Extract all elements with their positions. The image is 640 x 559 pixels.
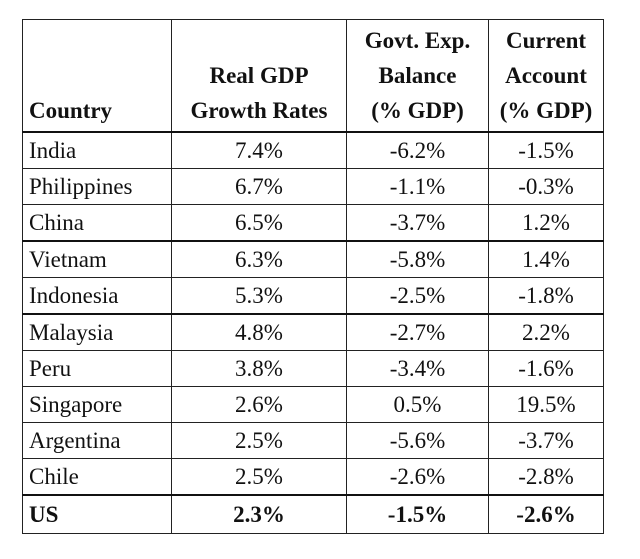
govt-balance-cell: -2.5%	[346, 277, 489, 315]
govt-balance-cell: 0.5%	[346, 386, 489, 423]
govt-balance-cell: -2.7%	[346, 313, 489, 351]
table-row: Argentina 2.5% -5.6% -3.7%	[22, 422, 604, 459]
table-row: Philippines 6.7% -1.1% -0.3%	[22, 168, 604, 205]
govt-balance-cell: -3.7%	[346, 204, 489, 242]
header-real-gdp: Real GDP Growth Rates	[171, 19, 347, 133]
header-real-gdp-line-1	[173, 23, 346, 58]
country-cell: US	[22, 494, 172, 534]
govt-balance-cell: -1.1%	[346, 168, 489, 205]
govt-balance-cell: -3.4%	[346, 350, 489, 387]
header-govt-exp-line-2: Balance	[378, 63, 457, 88]
header-govt-exp-line-3: (% GDP)	[371, 98, 464, 123]
govt-balance-cell: -2.6%	[346, 458, 489, 496]
gdp-growth-cell: 7.4%	[171, 131, 347, 169]
country-cell: China	[22, 204, 172, 242]
current-account-cell: 1.4%	[488, 240, 604, 278]
header-govt-exp-line-1: Govt. Exp.	[364, 28, 471, 53]
header-real-gdp-line-3: Growth Rates	[190, 98, 328, 123]
current-account-cell: 1.2%	[488, 204, 604, 242]
table-row: Vietnam 6.3% -5.8% 1.4%	[22, 240, 604, 278]
header-current-account: Current Account (% GDP)	[488, 19, 604, 133]
current-account-cell: -2.6%	[488, 494, 604, 534]
gdp-growth-cell: 2.3%	[171, 494, 347, 534]
header-current-account-line-1: Current	[505, 28, 587, 53]
gdp-growth-cell: 5.3%	[171, 277, 347, 315]
header-current-account-line-2: Account	[505, 63, 587, 88]
table-row: Peru 3.8% -3.4% -1.6%	[22, 350, 604, 387]
table-row: India 7.4% -6.2% -1.5%	[22, 131, 604, 169]
country-cell: Peru	[22, 350, 172, 387]
country-cell: Philippines	[22, 168, 172, 205]
govt-balance-cell: -5.6%	[346, 422, 489, 459]
gdp-growth-cell: 6.3%	[171, 240, 347, 278]
gdp-comparison-table: Country Real GDP Growth Rates Govt. Exp.…	[22, 19, 604, 534]
current-account-cell: -2.8%	[488, 458, 604, 496]
current-account-cell: -0.3%	[488, 168, 604, 205]
current-account-cell: -1.6%	[488, 350, 604, 387]
current-account-cell: -1.8%	[488, 277, 604, 315]
country-cell: Argentina	[22, 422, 172, 459]
table-row: Malaysia 4.8% -2.7% 2.2%	[22, 313, 604, 351]
country-cell: Malaysia	[22, 313, 172, 351]
current-account-cell: 19.5%	[488, 386, 604, 423]
gdp-growth-cell: 2.5%	[171, 458, 347, 496]
header-row: Country Real GDP Growth Rates Govt. Exp.…	[22, 19, 604, 133]
header-current-account-line-3: (% GDP)	[499, 98, 593, 123]
table-row: China 6.5% -3.7% 1.2%	[22, 204, 604, 242]
current-account-cell: 2.2%	[488, 313, 604, 351]
gdp-growth-cell: 2.6%	[171, 386, 347, 423]
current-account-cell: -1.5%	[488, 131, 604, 169]
gdp-growth-cell: 3.8%	[171, 350, 347, 387]
table-row: Singapore 2.6% 0.5% 19.5%	[22, 386, 604, 423]
header-real-gdp-line-2: Real GDP	[209, 63, 309, 88]
country-cell: India	[22, 131, 172, 169]
header-country: Country	[22, 19, 172, 133]
country-cell: Singapore	[22, 386, 172, 423]
header-govt-exp: Govt. Exp. Balance (% GDP)	[346, 19, 489, 133]
gdp-growth-cell: 4.8%	[171, 313, 347, 351]
total-row-us: US 2.3% -1.5% -2.6%	[22, 494, 604, 534]
govt-balance-cell: -6.2%	[346, 131, 489, 169]
country-cell: Vietnam	[22, 240, 172, 278]
header-country-line-1: Country	[29, 98, 113, 123]
table-row: Chile 2.5% -2.6% -2.8%	[22, 458, 604, 496]
country-cell: Indonesia	[22, 277, 172, 315]
gdp-growth-cell: 2.5%	[171, 422, 347, 459]
gdp-growth-cell: 6.5%	[171, 204, 347, 242]
current-account-cell: -3.7%	[488, 422, 604, 459]
govt-balance-cell: -5.8%	[346, 240, 489, 278]
country-cell: Chile	[22, 458, 172, 496]
table-row: Indonesia 5.3% -2.5% -1.8%	[22, 277, 604, 315]
gdp-growth-cell: 6.7%	[171, 168, 347, 205]
govt-balance-cell: -1.5%	[346, 494, 489, 534]
